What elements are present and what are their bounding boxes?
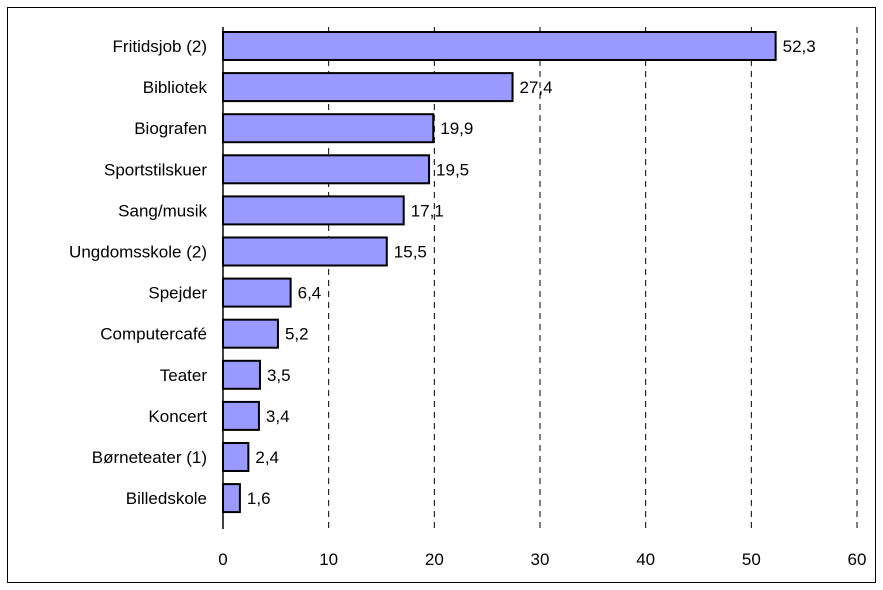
bar	[222, 236, 388, 267]
bar	[222, 113, 435, 144]
x-tick-label: 10	[319, 550, 338, 569]
data-label: 17,1	[411, 201, 444, 220]
bar	[222, 483, 241, 514]
bar	[222, 72, 514, 103]
bar	[222, 442, 250, 472]
bar	[222, 318, 279, 349]
category-label: Børneteater (1)	[92, 448, 207, 467]
bar	[222, 31, 777, 61]
category-label: Biografen	[134, 119, 207, 138]
category-label: Ungdomsskole (2)	[69, 243, 207, 262]
category-label: Billedskole	[126, 489, 207, 508]
x-tick-label: 30	[531, 550, 550, 569]
data-label: 6,4	[298, 284, 322, 303]
data-label: 52,3	[783, 37, 816, 56]
data-label: 19,9	[440, 119, 473, 138]
bar	[222, 359, 261, 390]
category-label: Spejder	[148, 284, 207, 303]
data-label: 15,5	[394, 243, 427, 262]
category-label: Teater	[160, 366, 208, 385]
category-label: Bibliotek	[143, 78, 208, 97]
x-tick-label: 40	[636, 550, 655, 569]
data-label: 3,4	[266, 407, 290, 426]
x-tick-label: 60	[848, 550, 867, 569]
data-label: 19,5	[436, 160, 469, 179]
x-tick-label: 50	[742, 550, 761, 569]
data-label: 3,5	[267, 366, 291, 385]
category-label: Fritidsjob (2)	[113, 37, 207, 56]
category-label: Koncert	[148, 407, 207, 426]
data-label: 5,2	[285, 325, 309, 344]
bar	[222, 195, 405, 226]
data-label: 2,4	[255, 448, 279, 467]
data-label: 27,4	[520, 78, 553, 97]
bar	[222, 154, 431, 185]
category-label: Sang/musik	[118, 201, 207, 220]
x-tick-label: 20	[425, 550, 444, 569]
chart-frame	[7, 7, 876, 583]
data-label: 1,6	[247, 489, 271, 508]
category-label: Sportstilskuer	[104, 160, 207, 179]
category-label: Computercafé	[100, 325, 207, 344]
bar	[222, 277, 292, 308]
x-tick-label: 0	[218, 550, 227, 569]
bar	[222, 400, 260, 431]
